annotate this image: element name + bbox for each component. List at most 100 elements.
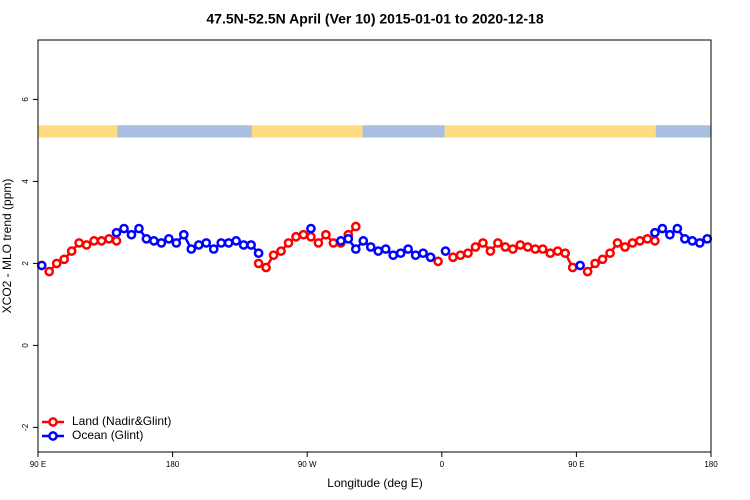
point (388, 250, 399, 261)
y-tick-label: 0 (21, 343, 30, 348)
chart-title: 47.5N-52.5N April (Ver 10) 2015-01-01 to… (206, 11, 543, 27)
point (81, 240, 92, 250)
point (425, 252, 436, 263)
point (164, 233, 174, 244)
point (306, 223, 316, 234)
legend-label: Land (Nadir&Glint) (72, 414, 171, 428)
point (306, 231, 316, 242)
x-tick-label: 90 E (568, 460, 584, 469)
point (679, 233, 690, 244)
point (126, 229, 137, 240)
point (373, 246, 384, 256)
point (216, 238, 227, 248)
point (642, 233, 653, 244)
mask-segment (655, 125, 711, 138)
y-axis-label: XCO2 - MLO trend (ppm) (0, 179, 14, 314)
point (321, 229, 331, 240)
point (597, 254, 608, 265)
point (291, 231, 301, 242)
point (403, 244, 413, 254)
point (410, 250, 421, 261)
point (343, 233, 354, 244)
plot-frame (37, 39, 712, 453)
point (485, 246, 496, 256)
point (156, 238, 167, 248)
point (665, 229, 675, 240)
x-tick-label: 90 E (30, 460, 46, 469)
point (171, 238, 182, 248)
point (268, 250, 279, 261)
point (530, 244, 541, 254)
mask-segment (362, 125, 445, 138)
mask-segment (444, 125, 656, 138)
point (620, 242, 630, 252)
point (186, 244, 197, 254)
y-tick-label: 6 (21, 97, 30, 102)
mask-segment (117, 125, 252, 138)
point (149, 236, 159, 246)
point (694, 238, 705, 248)
point (178, 229, 189, 240)
point (627, 238, 638, 248)
x-axis-label: Longitude (deg E) (327, 476, 422, 490)
point (208, 244, 219, 254)
point (575, 260, 585, 271)
point (672, 223, 683, 234)
point (582, 266, 593, 277)
point (261, 262, 271, 273)
point (515, 240, 526, 250)
point (552, 246, 563, 256)
point (470, 242, 481, 252)
point (650, 227, 660, 238)
point (119, 223, 129, 234)
point (702, 233, 713, 244)
point (635, 236, 645, 246)
y-tick-label: 2 (21, 261, 30, 266)
legend-marker (48, 417, 58, 427)
point (455, 250, 466, 261)
point (537, 244, 548, 254)
point (380, 244, 391, 254)
point (448, 252, 458, 263)
point (238, 240, 249, 250)
point (44, 266, 55, 277)
point (358, 236, 369, 246)
point (507, 244, 518, 254)
point (96, 236, 107, 246)
x-tick-label: 180 (166, 460, 180, 469)
point (612, 238, 623, 248)
point (231, 236, 242, 246)
point (193, 240, 204, 250)
point (545, 248, 556, 259)
x-tick-label: 90 W (298, 460, 317, 469)
point (89, 236, 99, 246)
point (493, 238, 503, 248)
point (650, 236, 660, 246)
x-tick-label: 180 (704, 460, 718, 469)
point (567, 262, 578, 273)
point (298, 229, 309, 240)
point (440, 246, 451, 256)
point (463, 248, 473, 259)
point (201, 238, 212, 248)
point (246, 240, 256, 250)
legend: Land (Nadir&Glint)Ocean (Glint) (42, 414, 171, 442)
point (328, 238, 339, 248)
point (253, 248, 264, 259)
point (104, 233, 114, 244)
point (433, 256, 443, 267)
point (51, 258, 62, 269)
point (276, 246, 286, 256)
point (253, 258, 264, 269)
x-tick-label: 0 (440, 460, 445, 469)
point (522, 242, 533, 252)
point (478, 238, 488, 248)
point (141, 233, 152, 244)
point (395, 248, 406, 259)
point (687, 236, 698, 246)
point (605, 248, 615, 259)
point (590, 258, 600, 269)
mask-segment (251, 125, 363, 138)
point (365, 242, 376, 252)
